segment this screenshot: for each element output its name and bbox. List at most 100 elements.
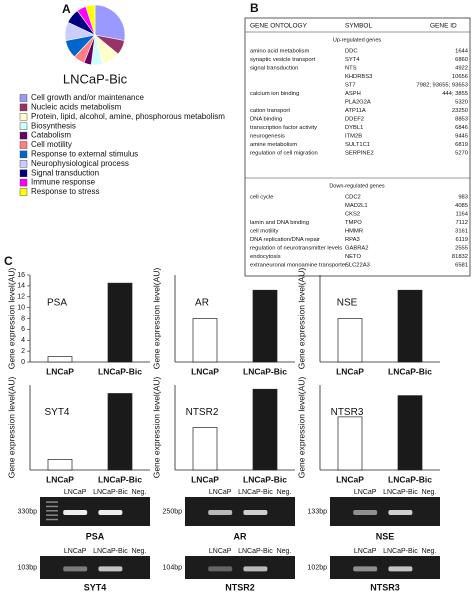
table-cell: DYBL1	[345, 125, 363, 131]
table-cell: 6846	[455, 125, 468, 131]
table-cell: ITM2B	[345, 134, 362, 140]
legend-swatch	[19, 94, 28, 102]
legend-label: Cell growth and/or maintenance	[31, 93, 145, 102]
table-header: GENE ID	[430, 23, 457, 30]
bar	[107, 393, 133, 471]
legend-label: Response to external stimulus	[31, 150, 138, 159]
gene-label: SYT4	[44, 407, 69, 418]
ladder-band	[46, 514, 58, 516]
x-tick-label: LNCaP-Bic	[243, 474, 287, 484]
bar	[192, 427, 218, 471]
legend-label: Signal transduction	[31, 168, 99, 177]
gel-gene: AR	[234, 531, 247, 541]
gel-gene: PSA	[86, 531, 105, 541]
x-tick-label: LNCaP-Bic	[98, 366, 142, 376]
y-tick-label: 2	[21, 348, 25, 355]
gel-image	[185, 556, 295, 579]
y-tick-label: 10	[17, 304, 25, 311]
lane-label: LNCaP	[64, 489, 87, 496]
gel-image	[185, 497, 295, 526]
gel-band	[208, 566, 233, 572]
ladder-band	[46, 510, 58, 512]
gel-band	[98, 510, 123, 516]
y-axis-label: Gene expression level(AU)	[296, 377, 306, 479]
section-title: Down-regulated genes	[329, 183, 385, 189]
x-tick-label: LNCaP	[46, 474, 74, 484]
table-cell: 9445	[455, 134, 468, 140]
table-cell: TMPO	[345, 220, 362, 226]
legend-label: Protein, lipid, alcohol, amine, phosphor…	[31, 112, 225, 121]
size-label: 102bp	[308, 564, 328, 571]
legend-swatch	[19, 169, 28, 177]
table-cell: transcription factor activity	[250, 125, 317, 131]
table-cell: DDEF2	[345, 117, 364, 123]
table-cell: synaptic vesicle transport	[250, 57, 315, 63]
table-cell: 81832	[452, 254, 468, 260]
y-axis-label: Gene expression level(AU)	[151, 377, 161, 479]
ladder-band	[46, 518, 58, 521]
table-cell: DNA binding	[250, 117, 282, 123]
y-axis-label: Gene expression level(AU)	[296, 268, 306, 370]
x-tick-label: LNCaP	[46, 366, 74, 376]
gel-gene: SYT4	[84, 582, 107, 592]
lane-label: LNCaP-Bic	[238, 548, 273, 555]
legend-swatch	[19, 150, 28, 159]
bar	[47, 356, 73, 363]
legend-label: Biosynthesis	[31, 121, 76, 130]
legend-swatch	[19, 160, 28, 168]
y-tick-label: 8	[21, 315, 25, 322]
pie-slice	[94, 4, 126, 41]
x-tick-label: LNCaP	[336, 366, 364, 376]
table-cell: cation transport	[250, 108, 290, 114]
ladder-band	[46, 501, 58, 503]
legend-label: Catabolism	[31, 131, 71, 140]
y-axis-label: Gene expression level(AU)	[6, 377, 16, 479]
gel-band	[208, 510, 233, 516]
lane-label: LNCaP-Bic	[93, 489, 128, 496]
legend-label: Response to stress	[31, 187, 99, 196]
lane-label: LNCaP-Bic	[383, 489, 418, 496]
table-cell: 7982; 93655; 93653	[416, 83, 468, 89]
table-cell: 23250	[452, 108, 468, 114]
legend-label: Nucleic acids metabolism	[31, 103, 122, 112]
table-cell: cell cycle	[250, 195, 274, 201]
table-cell: 1644	[455, 49, 469, 55]
gel-image	[330, 556, 440, 579]
table-cell: signal transduction	[250, 66, 298, 72]
lane-label: LNCaP	[64, 548, 87, 555]
table-cell: SLC22A3	[345, 263, 370, 269]
table-cell: SYT4	[345, 57, 360, 63]
table-cell: cell motility	[250, 229, 278, 235]
table-cell: regulation of neurotransmitter levels	[250, 246, 342, 252]
table-cell: CKS2	[345, 212, 360, 218]
gel-band	[243, 510, 268, 516]
x-tick-label: LNCaP-Bic	[388, 366, 432, 376]
lane-label: LNCaP	[209, 548, 232, 555]
table-cell: 6860	[455, 57, 468, 63]
y-tick-label: 0	[21, 359, 25, 366]
y-tick-label: 4	[21, 337, 25, 344]
gene-label: PSA	[47, 297, 67, 308]
table-cell: 5320	[455, 100, 468, 106]
table-cell: 8853	[455, 117, 468, 123]
bar	[252, 388, 278, 471]
panel-label: A	[62, 2, 71, 16]
size-label: 103bp	[18, 564, 38, 571]
section-title: Up-regulated genes	[333, 37, 382, 43]
table-cell: calcium ion binding	[250, 91, 299, 97]
table-cell: SULT1C1	[345, 142, 370, 148]
table-cell: 1164	[456, 212, 469, 218]
size-label: 330bp	[18, 508, 38, 515]
table-cell: 444; 3855	[442, 91, 468, 97]
legend-swatch	[19, 113, 28, 121]
gel-band	[353, 566, 378, 572]
table-cell: 6119	[456, 237, 468, 243]
table-cell: lamin and DNA binding	[250, 220, 309, 226]
table-cell: 4922	[455, 66, 468, 72]
table-cell: 4085	[455, 203, 468, 209]
gel-gene: NTSR3	[370, 582, 400, 592]
table-cell: CDC2	[345, 195, 361, 201]
table-cell: ASPH	[345, 91, 361, 97]
table-cell: KHDRBS3	[345, 74, 372, 80]
